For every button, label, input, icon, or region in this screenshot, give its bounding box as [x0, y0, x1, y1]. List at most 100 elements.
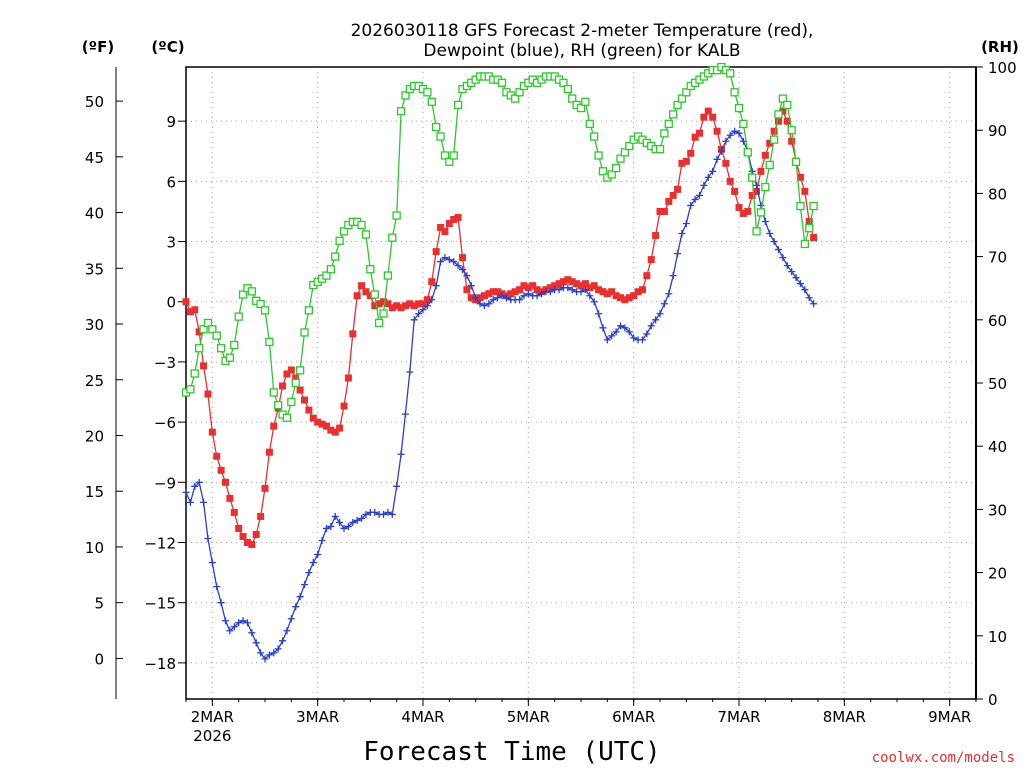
data-point — [191, 482, 199, 490]
data-point — [516, 296, 524, 304]
data-point — [726, 131, 734, 139]
rh-tick-label: 30 — [988, 501, 1007, 519]
data-point — [796, 173, 804, 181]
data-point — [415, 300, 423, 308]
data-point — [358, 514, 366, 522]
data-point — [340, 524, 348, 532]
data-point — [563, 84, 572, 94]
data-point — [287, 366, 295, 374]
data-point — [611, 163, 621, 173]
data-point — [283, 627, 291, 635]
data-point — [225, 353, 235, 362]
data-point — [401, 410, 409, 418]
data-point — [792, 274, 800, 282]
data-point — [511, 288, 519, 296]
data-point — [336, 424, 344, 432]
fahrenheit-tick-label: 20 — [85, 427, 104, 445]
data-point — [353, 516, 361, 524]
data-point — [520, 282, 528, 290]
data-point — [664, 119, 673, 129]
x-tick-year-label: 2026 — [193, 727, 231, 745]
data-point — [282, 413, 292, 422]
data-point — [677, 94, 687, 103]
data-point — [682, 88, 691, 97]
rh-tick-label: 40 — [988, 438, 1007, 456]
data-point — [739, 209, 747, 217]
data-point — [383, 271, 393, 280]
grid-lines — [186, 67, 976, 699]
celsius-tick-label: −15 — [144, 595, 176, 613]
data-point — [190, 369, 199, 378]
data-point — [371, 508, 379, 516]
series-line — [185, 109, 815, 546]
data-point — [576, 103, 586, 113]
data-point — [397, 304, 405, 312]
data-point — [222, 478, 229, 486]
data-point — [775, 246, 782, 254]
data-point — [726, 177, 734, 185]
data-point — [586, 292, 594, 300]
rh-tick-label: 50 — [988, 375, 1007, 393]
data-point — [617, 322, 624, 330]
data-point — [555, 286, 563, 294]
data-point — [731, 187, 739, 195]
credit-link[interactable]: coolwx.com/models — [872, 750, 1015, 766]
data-point — [761, 217, 769, 225]
data-point — [647, 322, 655, 330]
data-point — [687, 149, 695, 157]
data-point — [437, 224, 445, 232]
data-point — [757, 201, 765, 209]
data-point — [796, 201, 805, 211]
data-point — [660, 300, 668, 308]
data-point — [449, 151, 458, 160]
celsius-tick-label: −12 — [144, 535, 176, 553]
data-point — [765, 160, 774, 170]
data-point — [423, 296, 431, 304]
data-point — [696, 191, 703, 199]
data-point — [208, 325, 217, 334]
data-point — [182, 488, 190, 496]
data-point — [581, 286, 589, 294]
data-point — [270, 422, 278, 430]
data-point — [445, 256, 453, 264]
data-point — [625, 294, 633, 302]
data-point — [222, 617, 229, 625]
data-point — [621, 324, 629, 332]
data-point — [748, 191, 756, 199]
data-point — [533, 292, 541, 300]
data-point — [810, 234, 818, 242]
celsius-tick-label: −9 — [154, 474, 176, 492]
data-point — [476, 294, 484, 302]
data-point — [305, 406, 313, 414]
series-dewpoint — [182, 127, 818, 663]
data-point — [309, 414, 317, 422]
data-point — [603, 336, 611, 344]
data-point — [371, 302, 379, 310]
data-point — [752, 227, 761, 236]
data-point — [292, 374, 300, 382]
data-point — [766, 139, 774, 147]
data-point — [274, 400, 283, 410]
axes: 9630−3−6−9−12−15−18504540353025201510501… — [85, 59, 1017, 745]
data-point — [419, 306, 427, 314]
data-point — [630, 292, 638, 300]
data-point — [717, 147, 725, 155]
data-point — [638, 286, 646, 294]
rh-tick-label: 60 — [988, 312, 1007, 330]
data-point — [524, 284, 532, 292]
data-point — [301, 581, 308, 589]
data-point — [300, 328, 309, 337]
data-point — [454, 213, 462, 221]
x-tick-label: 6MAR — [612, 708, 655, 726]
data-point — [450, 215, 458, 223]
data-point — [674, 250, 682, 258]
data-point — [590, 298, 598, 306]
data-point — [380, 510, 387, 518]
fahrenheit-tick-label: 30 — [85, 316, 104, 334]
data-point — [687, 201, 695, 209]
data-point — [739, 119, 748, 129]
data-point — [801, 187, 809, 195]
data-point — [235, 524, 243, 532]
data-point — [243, 539, 251, 547]
rh-tick-label: 70 — [988, 249, 1007, 267]
